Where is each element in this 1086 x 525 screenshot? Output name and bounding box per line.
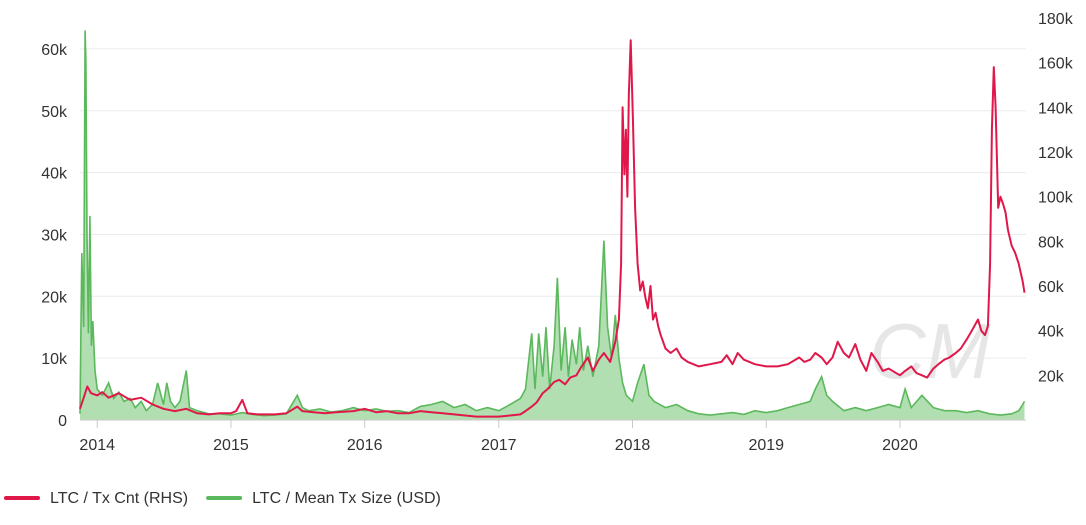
y-left-tick-label: 50k [41, 104, 68, 121]
x-tick-label: 2016 [347, 437, 383, 454]
watermark-logo: CM [869, 307, 990, 395]
y-right-tick-label: 60k [1038, 279, 1065, 296]
y-left-tick-label: 30k [41, 227, 68, 244]
y-right-tick-label: 120k [1038, 145, 1074, 162]
legend-label[interactable]: LTC / Mean Tx Size (USD) [252, 490, 441, 507]
x-tick-label: 2020 [882, 437, 918, 454]
x-tick-label: 2017 [481, 437, 517, 454]
y-left-tick-label: 40k [41, 166, 68, 183]
y-left-tick-label: 10k [41, 351, 68, 368]
x-axis: 2014 2015 2016 2017 2018 2019 2020 [79, 419, 1026, 454]
gridlines [80, 48, 1026, 421]
y-right-tick-label: 80k [1038, 234, 1065, 251]
legend[interactable]: LTC / Tx Cnt (RHS) LTC / Mean Tx Size (US… [4, 490, 441, 507]
x-tick-label: 2019 [748, 437, 784, 454]
y-right-tick-label: 20k [1038, 368, 1065, 385]
y-axis-left: 0 10k 20k 30k 40k 50k 60k [41, 42, 68, 430]
legend-label[interactable]: LTC / Tx Cnt (RHS) [50, 490, 188, 507]
y-right-tick-label: 40k [1038, 324, 1065, 341]
x-tick-label: 2014 [79, 437, 115, 454]
series-line-tx-cnt [79, 39, 1026, 418]
series-line-mean-tx-size [79, 30, 1026, 417]
watermark-text: CM [869, 307, 990, 395]
y-left-tick-label: 0 [58, 413, 67, 430]
y-right-tick-label: 100k [1038, 190, 1074, 207]
y-axis-right: 20k 40k 60k 80k 100k 120k 140k 160k 180k [1038, 11, 1074, 385]
series-layer [79, 30, 1026, 421]
y-right-tick-label: 180k [1038, 11, 1074, 28]
y-right-tick-label: 160k [1038, 56, 1074, 73]
y-right-tick-label: 140k [1038, 100, 1074, 117]
y-left-tick-label: 60k [41, 42, 68, 59]
x-tick-label: 2018 [615, 437, 651, 454]
y-left-tick-label: 20k [41, 289, 68, 306]
x-tick-label: 2015 [213, 437, 249, 454]
